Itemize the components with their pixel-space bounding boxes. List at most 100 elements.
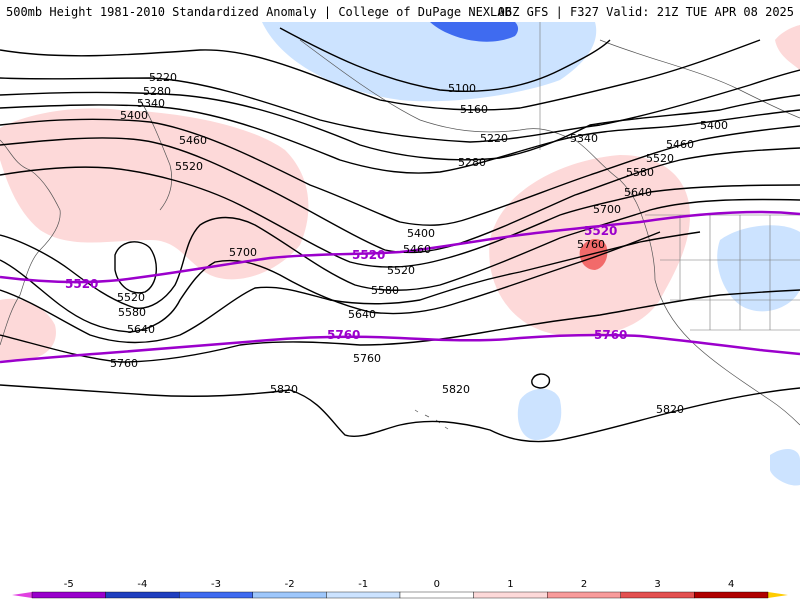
coastline-us-west bbox=[644, 224, 800, 426]
height-contours bbox=[0, 27, 800, 443]
coastline-hawaii bbox=[414, 409, 449, 430]
label-5220: 5220 bbox=[149, 71, 177, 84]
contour-5340 bbox=[0, 104, 800, 174]
label-5820-west: 5820 bbox=[270, 383, 298, 396]
coastline-asia bbox=[0, 139, 61, 346]
map-title: 500mb Height 1981-2010 Standardized Anom… bbox=[6, 5, 512, 19]
climo-label-5520-east: 5520 bbox=[584, 224, 617, 238]
label-5220-east: 5220 bbox=[480, 132, 508, 145]
negative-anomaly-pacific bbox=[517, 388, 562, 440]
label-5460-center: 5460 bbox=[403, 243, 431, 256]
colorbar-block bbox=[694, 591, 769, 599]
negative-anomaly-west-us bbox=[717, 225, 800, 312]
colorbar-tick-labels: -5-4-3-2-1012345 bbox=[64, 579, 735, 590]
colorbar-block bbox=[473, 591, 548, 599]
coastline-kamchatka bbox=[139, 99, 173, 211]
climo-labels: 5520 5520 5520 5760 5760 bbox=[65, 224, 627, 342]
colorbar-block bbox=[620, 591, 695, 599]
colorbar-tick-label: 1 bbox=[507, 579, 513, 590]
colorbar-tick-label: 2 bbox=[581, 579, 587, 590]
label-5760-center: 5760 bbox=[353, 352, 381, 365]
colorbar-block bbox=[399, 591, 474, 599]
label-5280-east: 5280 bbox=[458, 156, 486, 169]
label-5520-east: 5520 bbox=[646, 152, 674, 165]
colorbar-tick-label: 3 bbox=[654, 579, 660, 590]
colorbar: -5-4-3-2-1012345 bbox=[12, 579, 788, 599]
map-panel: 5220 5280 5340 5400 5460 5520 5700 5520 … bbox=[0, 22, 800, 486]
climo-label-5760-east: 5760 bbox=[594, 328, 627, 342]
colorbar-block bbox=[252, 591, 327, 599]
label-5820-center: 5820 bbox=[442, 383, 470, 396]
colorbar-block bbox=[326, 591, 401, 599]
colorbar-left-end bbox=[12, 592, 32, 598]
label-5760-west: 5760 bbox=[110, 357, 138, 370]
label-5640-west: 5640 bbox=[127, 323, 155, 336]
colorbar-tick-label: 4 bbox=[728, 579, 734, 590]
contour-5700 bbox=[0, 231, 701, 344]
label-5520-low: 5520 bbox=[117, 291, 145, 304]
colorbar-tick-label: 0 bbox=[434, 579, 440, 590]
colorbar-tick-label: -2 bbox=[285, 579, 295, 590]
colorbar-tick-label: -3 bbox=[211, 579, 221, 590]
positive-anomaly-ne-corner bbox=[775, 25, 800, 70]
label-5280: 5280 bbox=[143, 85, 171, 98]
header: 500mb Height 1981-2010 Standardized Anom… bbox=[0, 0, 800, 22]
colorbar-tick-label: -1 bbox=[358, 579, 368, 590]
label-5460: 5460 bbox=[179, 134, 207, 147]
label-5520-west: 5520 bbox=[175, 160, 203, 173]
label-5400-west: 5400 bbox=[120, 109, 148, 122]
label-5400-east: 5400 bbox=[700, 119, 728, 132]
positive-anomaly-w bbox=[0, 298, 56, 360]
us-states-grid bbox=[660, 215, 800, 331]
colorbar-tick-label: -5 bbox=[64, 579, 74, 590]
climo-label-5760-center: 5760 bbox=[327, 328, 360, 342]
label-5460-east: 5460 bbox=[666, 138, 694, 151]
climo-5760-line bbox=[0, 333, 800, 364]
label-5580-west: 5580 bbox=[118, 306, 146, 319]
contour-5640 bbox=[0, 231, 661, 333]
contour-5160 bbox=[0, 39, 761, 111]
colorbar-right-end bbox=[768, 592, 788, 598]
label-5640-east: 5640 bbox=[624, 186, 652, 199]
climo-label-5520-center: 5520 bbox=[352, 248, 385, 262]
contour-5760 bbox=[0, 289, 800, 363]
label-5100: 5100 bbox=[448, 82, 476, 95]
colorbar-block bbox=[547, 591, 622, 599]
label-5400-center: 5400 bbox=[407, 227, 435, 240]
contour-5100 bbox=[279, 27, 611, 92]
coastline-north-canada bbox=[599, 39, 800, 119]
label-5520-center: 5520 bbox=[387, 264, 415, 277]
negative-anomaly-se bbox=[770, 448, 800, 486]
label-5340: 5340 bbox=[137, 97, 165, 110]
contour-5820 bbox=[0, 384, 800, 443]
colorbar-block bbox=[105, 591, 180, 599]
label-5340-east: 5340 bbox=[570, 132, 598, 145]
label-5760-east: 5760 bbox=[577, 238, 605, 251]
label-5700-west: 5700 bbox=[229, 246, 257, 259]
coastline-bc bbox=[574, 139, 646, 226]
colorbar-blocks bbox=[12, 591, 788, 599]
label-5580-east: 5580 bbox=[626, 166, 654, 179]
label-5820-east: 5820 bbox=[656, 403, 684, 416]
contour-5520-low bbox=[114, 241, 157, 294]
anomaly-shading bbox=[0, 22, 800, 486]
label-5160: 5160 bbox=[460, 103, 488, 116]
colorbar-tick-label: -4 bbox=[137, 579, 147, 590]
contour-5760-high bbox=[531, 373, 551, 389]
label-5640-center: 5640 bbox=[348, 308, 376, 321]
climatology-lines bbox=[0, 210, 800, 364]
boundaries bbox=[539, 22, 800, 331]
strong-negative-anomaly-north bbox=[430, 22, 519, 42]
coastline-alaska bbox=[299, 39, 576, 141]
positive-anomaly-nw bbox=[0, 108, 309, 280]
negative-anomaly-north bbox=[262, 22, 597, 102]
contour-5460 bbox=[0, 137, 800, 254]
label-5580-center: 5580 bbox=[371, 284, 399, 297]
climo-5520-line bbox=[0, 210, 800, 284]
strong-positive-anomaly-center bbox=[579, 238, 608, 270]
contour-5400 bbox=[0, 118, 800, 226]
colorbar-block bbox=[31, 591, 106, 599]
contour-5580 bbox=[0, 198, 800, 309]
label-5700-east: 5700 bbox=[593, 203, 621, 216]
contour-5280 bbox=[0, 91, 800, 161]
